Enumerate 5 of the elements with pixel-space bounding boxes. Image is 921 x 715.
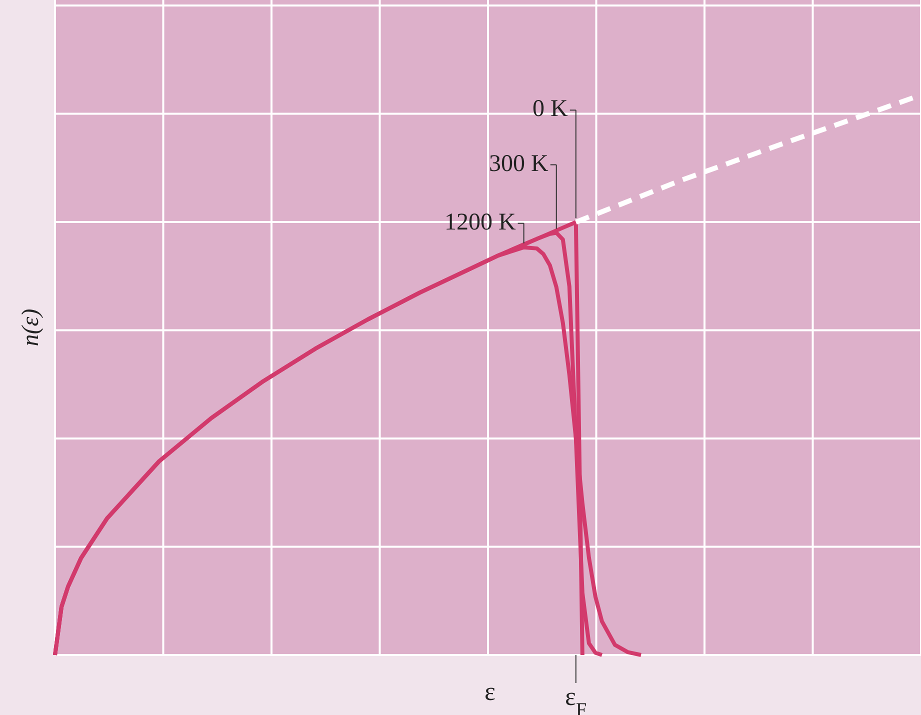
text: 0 K: [532, 96, 569, 122]
x-axis-title: ε: [484, 677, 496, 706]
series-label: 1200 K: [444, 209, 516, 236]
y-axis-title: n(ε): [18, 308, 44, 346]
text: 300 K: [489, 150, 550, 177]
